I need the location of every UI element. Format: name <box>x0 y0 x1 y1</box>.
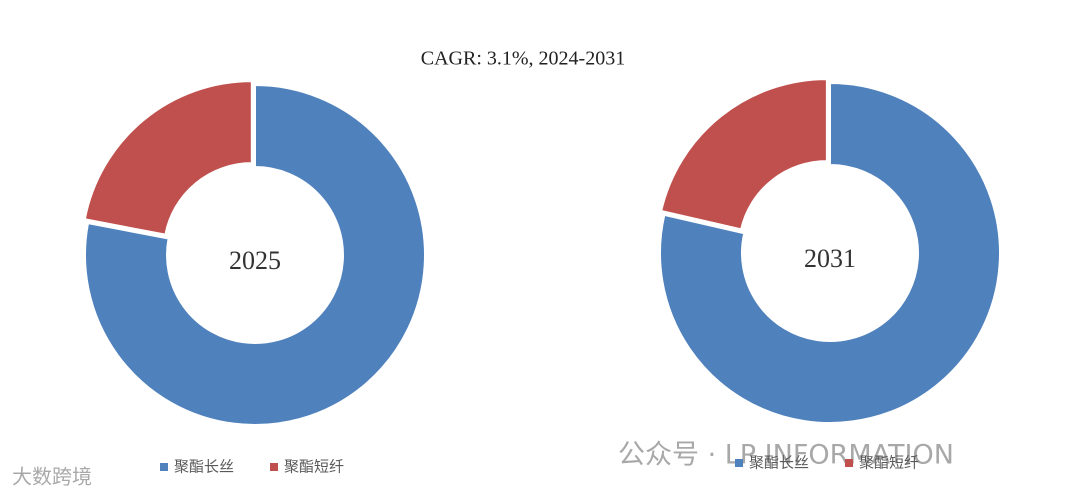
legend-label: 聚酯短纤 <box>284 458 344 476</box>
donut-slice <box>84 83 426 426</box>
legend-swatch <box>845 459 853 467</box>
legend-label: 聚酯长丝 <box>749 454 809 472</box>
watermark: 公众号 · LP INFORMATION <box>618 440 954 471</box>
legend-swatch <box>735 459 743 467</box>
donut-slice <box>660 78 828 231</box>
legend-label: 聚酯短纤 <box>859 454 919 472</box>
legend-label: 聚酯长丝 <box>174 458 234 476</box>
watermark: 大数跨境 <box>12 465 92 489</box>
chart-title: CAGR: 3.1%, 2024-2031 <box>421 48 625 70</box>
legend-swatch <box>270 463 278 471</box>
center-label: 2025 <box>229 246 281 275</box>
center-label: 2031 <box>804 244 856 273</box>
donut-slice <box>659 81 1001 424</box>
donut-slice <box>83 80 253 236</box>
legend-swatch <box>160 463 168 471</box>
